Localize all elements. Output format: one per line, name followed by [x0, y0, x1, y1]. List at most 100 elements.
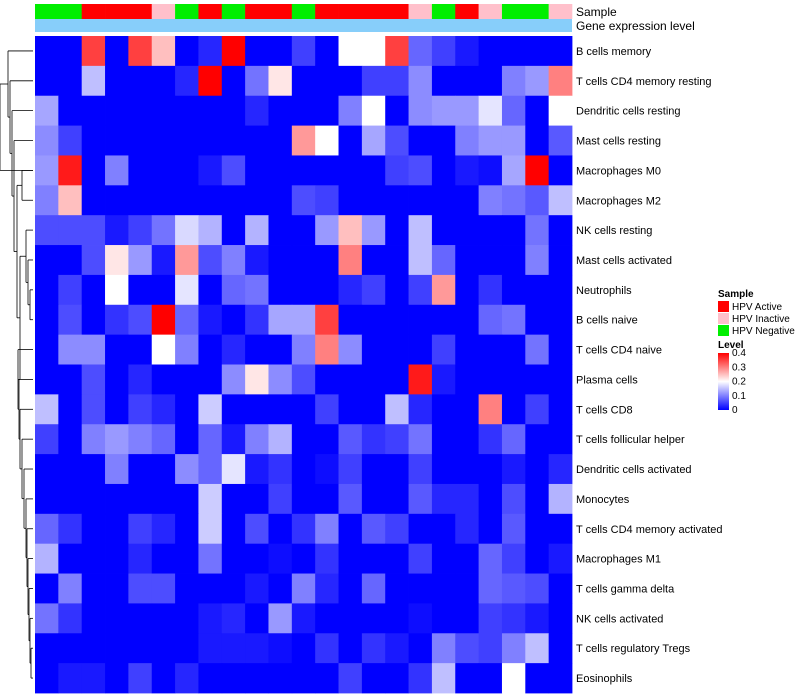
heatmap-cell	[338, 274, 363, 306]
row-label: T cells gamma delta	[576, 583, 675, 595]
heatmap-cell	[455, 394, 480, 425]
heatmap-cell	[338, 304, 363, 336]
heatmap-cell	[58, 215, 83, 246]
heatmap-cell	[361, 95, 386, 126]
heatmap-cell	[221, 603, 246, 634]
heatmap-cell	[35, 483, 59, 515]
heatmap-cell	[291, 454, 316, 485]
heatmap-cell	[198, 155, 223, 186]
sample-annotation-cell	[175, 4, 199, 19]
heatmap-cell	[455, 304, 480, 336]
heatmap-cell	[198, 304, 223, 336]
heatmap-cell	[408, 603, 433, 634]
heatmap-cell	[81, 245, 106, 276]
row-label: Macrophages M0	[576, 165, 661, 177]
row-label: Mast cells resting	[576, 136, 661, 148]
heatmap-cell	[198, 364, 223, 395]
heatmap-cell	[151, 364, 176, 395]
heatmap-cell	[198, 95, 223, 126]
heatmap-cell	[385, 245, 409, 276]
heatmap-cell	[548, 155, 573, 186]
heatmap-cell	[548, 304, 573, 336]
heatmap-cell	[315, 95, 339, 126]
heatmap-cell	[501, 334, 526, 365]
heatmap-cell	[408, 483, 433, 515]
heatmap-cell	[501, 304, 526, 336]
heatmap-cell	[455, 95, 480, 126]
heatmap-cell	[501, 513, 526, 545]
heatmap-cell	[128, 245, 153, 276]
heatmap-cell	[408, 245, 433, 276]
heatmap-cell	[315, 274, 339, 306]
heatmap-cell	[105, 633, 129, 664]
heatmap-cell	[548, 633, 573, 664]
heatmap-cell	[151, 304, 176, 336]
row-label: T cells CD8	[576, 404, 633, 416]
heatmap-cell	[58, 394, 83, 425]
heatmap-cell	[221, 245, 246, 276]
row-label: B cells naive	[576, 315, 638, 327]
heatmap-cell	[128, 125, 153, 156]
heatmap-cell	[81, 304, 106, 336]
heatmap-cell	[221, 95, 246, 126]
heatmap-cell	[268, 633, 293, 664]
heatmap-cell	[268, 543, 293, 574]
heatmap-cell	[151, 633, 176, 664]
heatmap-cell	[245, 245, 269, 276]
heatmap-cell	[245, 633, 269, 664]
heatmap-cell	[361, 36, 386, 67]
heatmap-cell	[58, 334, 83, 365]
heatmap-cell	[455, 573, 480, 604]
heatmap-cell	[315, 36, 339, 67]
heatmap-cell	[128, 304, 153, 336]
heatmap-cell	[105, 185, 129, 216]
heatmap-cell	[385, 663, 409, 694]
heatmap-cell	[361, 573, 386, 604]
heatmap-cell	[525, 364, 550, 395]
heatmap-cell	[478, 603, 503, 634]
sample-annotation-cell	[525, 4, 549, 19]
heatmap-cell	[175, 394, 199, 425]
heatmap-cell	[525, 65, 550, 97]
heatmap-cell	[151, 454, 176, 485]
heatmap-cell	[408, 304, 433, 336]
heatmap-cell	[245, 663, 269, 694]
heatmap-cell	[175, 633, 199, 664]
heatmap-cell	[81, 483, 106, 515]
heatmap-cell	[525, 424, 550, 455]
heatmap-cell	[408, 454, 433, 485]
row-label: Neutrophils	[576, 285, 632, 297]
heatmap-cell	[128, 334, 153, 365]
heatmap-cell	[431, 334, 456, 365]
heatmap-cell	[478, 155, 503, 186]
row-label: T cells CD4 memory resting	[576, 76, 712, 88]
sample-annotation-cell	[338, 4, 363, 19]
heatmap-cell	[455, 663, 480, 694]
heatmap-cell	[151, 215, 176, 246]
heatmap-cell	[455, 65, 480, 97]
heatmap-cell	[291, 424, 316, 455]
heatmap-cell	[128, 65, 153, 97]
heatmap-cell	[175, 95, 199, 126]
heatmap-cell	[548, 394, 573, 425]
heatmap-cell	[58, 125, 83, 156]
heatmap-cell	[221, 663, 246, 694]
sample-annotation-cell	[315, 4, 339, 19]
heatmap-cell	[291, 513, 316, 545]
sample-annotation-cell	[548, 4, 573, 19]
heatmap-cell	[221, 424, 246, 455]
heatmap-cell	[221, 215, 246, 246]
heatmap-cell	[431, 245, 456, 276]
heatmap-cell	[175, 155, 199, 186]
heatmap-cell	[58, 185, 83, 216]
sample-annotation-cell	[268, 4, 293, 19]
heatmap-cell	[315, 394, 339, 425]
heatmap-cell	[81, 424, 106, 455]
heatmap-cell	[385, 95, 409, 126]
heatmap-cell	[548, 663, 573, 694]
heatmap-cell	[361, 543, 386, 574]
heatmap-cell	[501, 603, 526, 634]
row-label: T cells regulatory Tregs	[576, 643, 691, 655]
heatmap-cell	[338, 454, 363, 485]
heatmap-cell	[175, 603, 199, 634]
